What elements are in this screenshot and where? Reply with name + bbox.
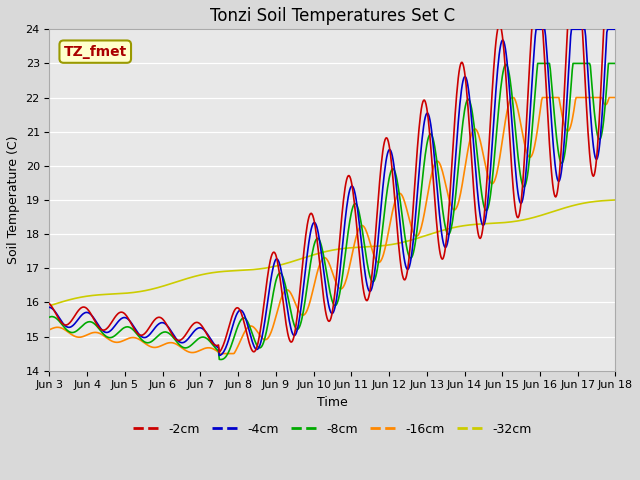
- X-axis label: Time: Time: [317, 396, 348, 409]
- Title: Tonzi Soil Temperatures Set C: Tonzi Soil Temperatures Set C: [210, 7, 455, 25]
- Legend: -2cm, -4cm, -8cm, -16cm, -32cm: -2cm, -4cm, -8cm, -16cm, -32cm: [128, 418, 537, 441]
- Text: TZ_fmet: TZ_fmet: [63, 45, 127, 59]
- Y-axis label: Soil Temperature (C): Soil Temperature (C): [7, 136, 20, 264]
